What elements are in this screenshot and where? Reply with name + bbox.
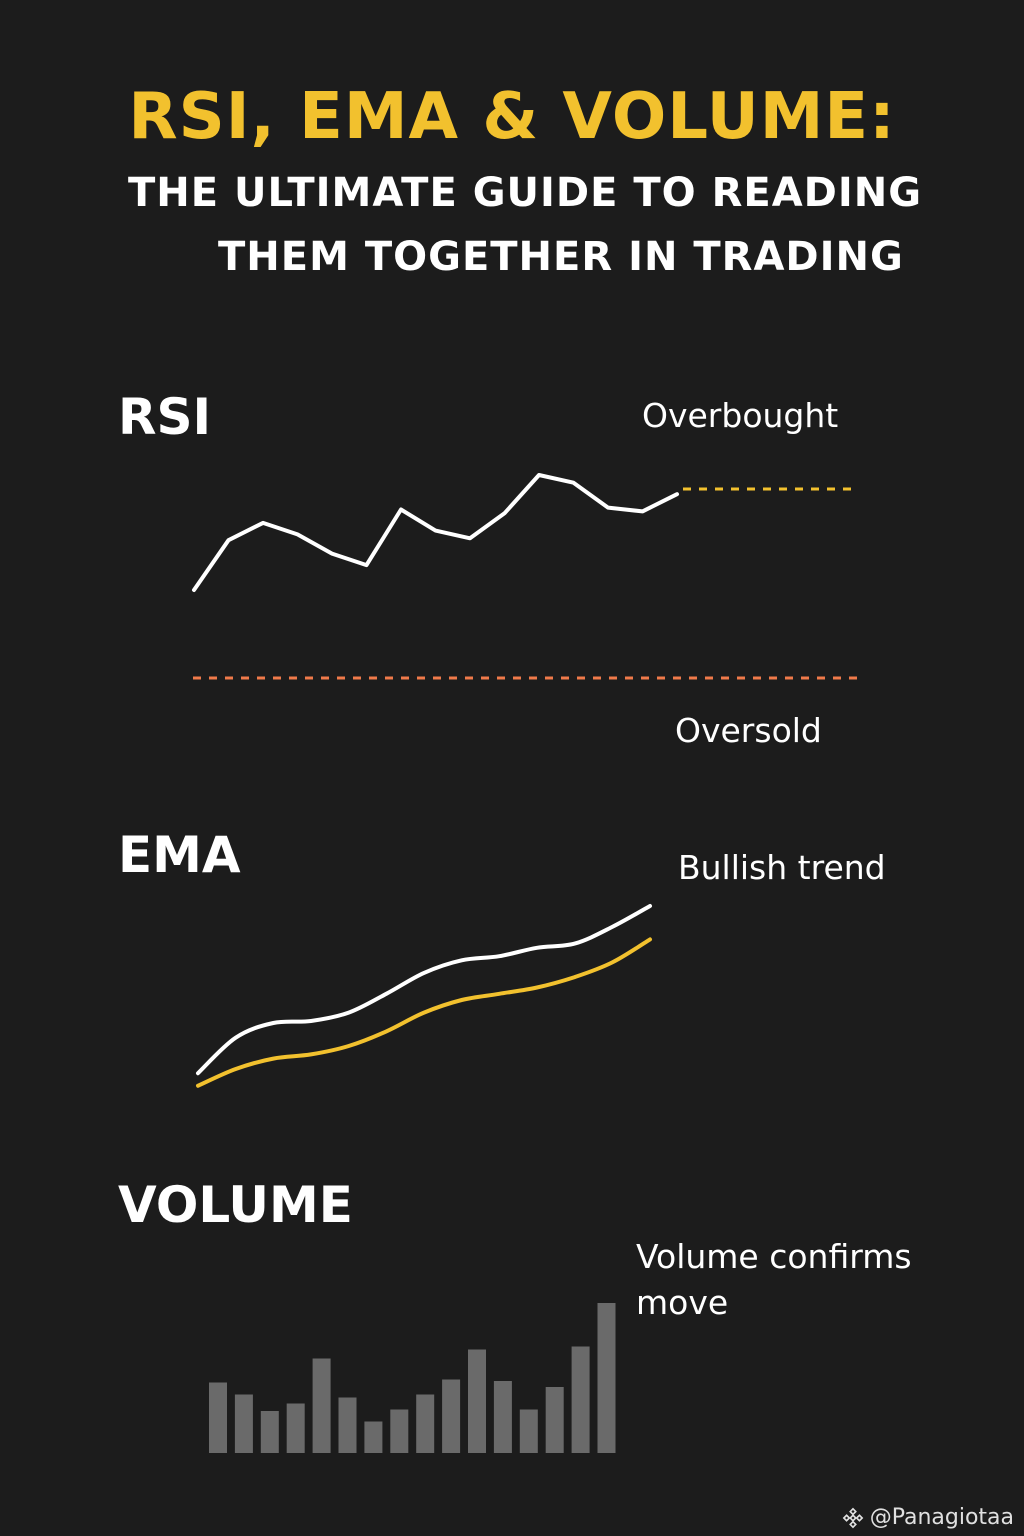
- volume-bar: [390, 1409, 409, 1453]
- volume-bars: [209, 1303, 616, 1453]
- volume-bar: [209, 1382, 227, 1453]
- volume-bar: [468, 1349, 486, 1453]
- rsi-overbought-label: Overbought: [642, 396, 839, 435]
- volume-bar: [545, 1387, 564, 1453]
- page-title: RSI, EMA & VOLUME:: [128, 80, 896, 154]
- volume-note: Volume confirms move: [636, 1234, 912, 1326]
- page-subtitle-line2: THEM TOGETHER IN TRADING: [218, 234, 904, 280]
- volume-bar: [597, 1303, 616, 1453]
- watermark-text: @Panagiotaa: [869, 1505, 1014, 1530]
- ema-label: EMA: [118, 826, 241, 884]
- ema-fast-line: [196, 904, 652, 1076]
- page-subtitle-line1: THE ULTIMATE GUIDE TO READING: [128, 170, 923, 216]
- volume-label: VOLUME: [118, 1176, 353, 1234]
- volume-bar: [312, 1358, 331, 1453]
- volume-note-line2: move: [636, 1283, 729, 1322]
- volume-bar: [571, 1346, 590, 1453]
- volume-bar: [234, 1394, 253, 1453]
- volume-bar: [338, 1397, 357, 1453]
- volume-bar: [493, 1381, 512, 1453]
- rsi-oversold-label: Oversold: [675, 711, 822, 750]
- rsi-line: [192, 473, 679, 592]
- volume-bar: [442, 1379, 461, 1453]
- volume-bar: [260, 1411, 279, 1453]
- watermark: @Panagiotaa: [842, 1505, 1014, 1530]
- volume-bar: [519, 1409, 538, 1453]
- ema-note: Bullish trend: [678, 848, 886, 887]
- volume-bar: [286, 1403, 305, 1453]
- volume-bar: [364, 1421, 383, 1453]
- rsi-label: RSI: [118, 388, 212, 446]
- binance-diamond-icon: [842, 1507, 864, 1528]
- ema-slow-line: [196, 937, 652, 1088]
- volume-bar: [416, 1394, 435, 1453]
- volume-note-line1: Volume confirms: [636, 1237, 912, 1276]
